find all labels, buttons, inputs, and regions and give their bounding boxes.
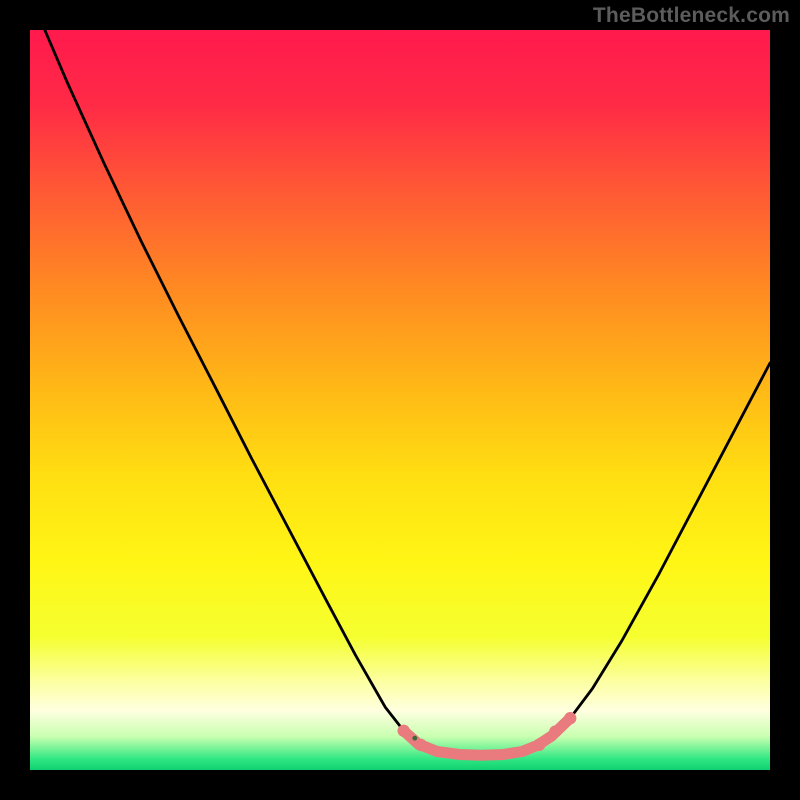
plot-background — [30, 30, 770, 770]
figure-stage: TheBottleneck.com — [0, 0, 800, 800]
connector-dot — [412, 736, 417, 741]
optimal-band-dot — [564, 712, 576, 724]
optimal-band-dot — [398, 725, 410, 737]
optimal-band-dot — [415, 739, 427, 751]
bottleneck-curve-plot — [30, 30, 770, 770]
optimal-band-dot — [533, 739, 545, 751]
optimal-band-dot — [549, 725, 561, 737]
attribution-text: TheBottleneck.com — [593, 4, 790, 28]
